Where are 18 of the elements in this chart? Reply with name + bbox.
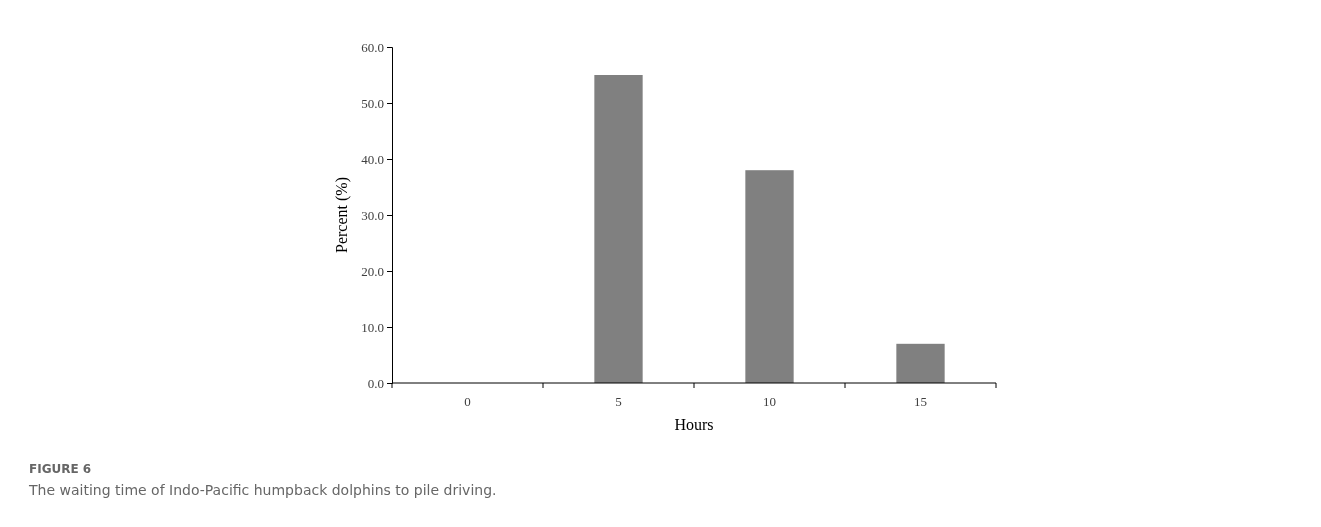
x-axis-title: Hours bbox=[674, 416, 714, 433]
x-tick-label: 0 bbox=[464, 394, 471, 409]
x-tick-label: 15 bbox=[914, 394, 927, 409]
y-tick-label: 30.0 bbox=[361, 207, 384, 223]
bar bbox=[594, 75, 643, 383]
bar bbox=[896, 343, 945, 383]
bar bbox=[745, 170, 794, 383]
y-tick-label: 0.0 bbox=[367, 375, 384, 391]
y-tick-label: 40.0 bbox=[361, 151, 384, 167]
text: The waiting time of Indo-Pacific humpback dolphins to pile driving. bbox=[28, 482, 497, 498]
y-tick-label: 20.0 bbox=[361, 263, 384, 279]
y-tick-label: 60.0 bbox=[361, 39, 384, 55]
y-tick-label: 10.0 bbox=[361, 319, 384, 335]
text: FIGURE 6 bbox=[29, 462, 92, 476]
x-tick-label: 10 bbox=[763, 394, 776, 409]
y-tick-label: 50.0 bbox=[361, 95, 384, 111]
x-tick-label: 5 bbox=[615, 394, 622, 409]
y-axis-title: Percent (%) bbox=[333, 177, 351, 253]
